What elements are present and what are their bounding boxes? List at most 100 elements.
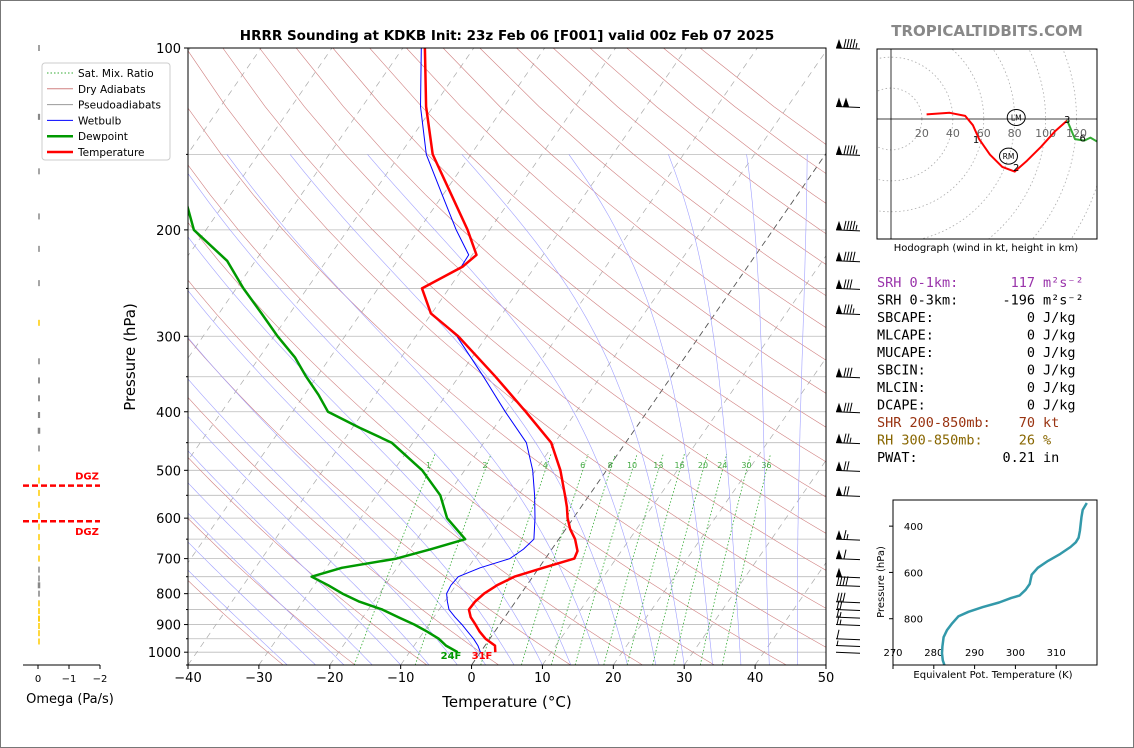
index-row: PWAT: 0.21 in	[877, 450, 1059, 466]
omega-tick-label: −2	[93, 674, 108, 685]
pseudoadiabat-line	[668, 154, 742, 665]
legend-label: Sat. Mix. Ratio	[78, 68, 154, 80]
dgz-label: DGZ	[75, 472, 99, 483]
index-value: 0	[1027, 398, 1035, 414]
legend-label: Wetbulb	[78, 115, 122, 127]
wind-barb	[835, 549, 861, 561]
pseudoadiabat-line	[226, 154, 600, 665]
mixing-ratio-line	[521, 453, 589, 665]
mixing-ratio-line	[480, 453, 552, 665]
isotherm-line	[542, 255, 826, 665]
isotherm-line	[754, 562, 826, 665]
pseudoadiabat-line	[188, 569, 288, 665]
theta-e-x-tick-label: 310	[1047, 648, 1066, 659]
omega-bar	[38, 377, 40, 384]
omega-tick-label: −1	[62, 674, 77, 685]
pseudoadiabat-line	[746, 154, 770, 665]
pseudoadiabat-line	[461, 154, 685, 665]
omega-bar	[37, 427, 41, 434]
omega-bar	[38, 566, 40, 573]
index-value: 0	[1027, 363, 1035, 379]
isotherm-line	[471, 152, 826, 665]
index-row: RH 300-850mb: 26%	[877, 433, 1051, 449]
index-value: 117	[1011, 275, 1035, 291]
temperature-profile-line	[420, 48, 579, 653]
index-unit: J/kg	[1043, 310, 1076, 326]
theta-e-line	[940, 502, 1088, 665]
index-label: MLCIN:	[877, 380, 926, 396]
index-unit: m²s⁻²	[1043, 293, 1084, 309]
wetbulb-profile-line	[420, 48, 536, 653]
isotherm-line	[0, 48, 49, 665]
omega-bar	[38, 523, 40, 530]
skewt-x-tick-label: −30	[245, 671, 272, 686]
wind-barb	[835, 304, 861, 315]
index-row: MLCIN: 0 J/kg	[877, 380, 1076, 396]
index-label: MUCAPE:	[877, 345, 934, 361]
index-unit: kt	[1043, 415, 1059, 431]
omega-bar	[38, 358, 40, 365]
theta-e-y-tick-label: 800	[904, 615, 923, 626]
pseudoadiabat-line	[188, 290, 515, 665]
omega-x-label: Omega (Pa/s)	[26, 692, 114, 707]
dry-adiabat-line	[222, 48, 826, 571]
skewt-y-tick-label: 900	[156, 619, 181, 634]
dry-adiabat-line	[369, 48, 826, 428]
omega-bar	[38, 280, 40, 287]
wind-barb	[835, 629, 861, 641]
skewt-y-tick-label: 300	[156, 330, 181, 345]
dry-adiabat-line	[188, 221, 715, 665]
omega-bar	[38, 213, 40, 220]
legend-label: Dry Adiabats	[78, 84, 146, 96]
skewt-profiles	[188, 48, 579, 654]
isotherm-line	[613, 357, 826, 665]
index-value: 70	[1019, 415, 1035, 431]
skewt-y-tick-label: 400	[156, 406, 181, 421]
wind-barb	[835, 651, 861, 654]
hodograph-height-label: 6	[1080, 134, 1086, 145]
pseudoadiabat-line	[367, 154, 657, 665]
index-unit: in	[1043, 450, 1059, 466]
index-label: MLCAPE:	[877, 328, 934, 344]
skewt-y-tick-label: 200	[156, 224, 181, 239]
skewt-background	[0, 48, 826, 665]
index-value: 0	[1027, 380, 1035, 396]
index-row: DCAPE: 0 J/kg	[877, 398, 1076, 414]
index-row: SRH 0-3km: -196 m²s⁻²	[877, 293, 1084, 309]
storm-motion-marker	[1006, 108, 1026, 126]
skewt-y-label: Pressure (hPa)	[121, 303, 139, 411]
pseudoadiabat-line	[188, 541, 316, 665]
hodograph-grid: 20 40 60 80 100 120	[877, 49, 1097, 239]
omega-bar	[38, 608, 40, 615]
theta-e-x-tick-label: 300	[1006, 648, 1025, 659]
mixing-ratio-line	[550, 453, 616, 665]
dgz-label: DGZ	[75, 527, 99, 538]
skewt-y-tick-label: 800	[156, 588, 181, 603]
theta-e-x-label: Equivalent Pot. Temperature (K)	[913, 670, 1072, 681]
skewt-x-tick-label: 10	[534, 671, 551, 686]
isotherm-line	[188, 48, 545, 564]
skewt-x-tick-label: −40	[174, 671, 201, 686]
pseudoadiabat-line	[188, 236, 543, 665]
mixing-ratio-line	[721, 454, 771, 665]
surface-temperature-label: 31F	[472, 651, 493, 662]
index-unit: J/kg	[1043, 363, 1076, 379]
skewt-x-label: Temperature (°C)	[441, 693, 571, 711]
omega-bar	[38, 512, 40, 519]
dry-adiabat-line	[188, 338, 571, 665]
index-unit: J/kg	[1043, 380, 1076, 396]
pseudoadiabat-line	[796, 154, 808, 665]
omega-bar	[38, 590, 40, 597]
brand-logo-text[interactable]: TROPICALTIDBITS.COM	[891, 22, 1083, 40]
mixing-ratio-label: 30	[741, 461, 751, 470]
omega-panel: DGZ DGZ 0 −1 −2	[23, 45, 107, 685]
skewt-y-tick-label: 1000	[148, 646, 181, 661]
dry-adiabat-line	[259, 48, 826, 534]
omega-bar	[38, 489, 40, 496]
theta-e-frame	[892, 499, 1098, 666]
wind-barb	[835, 145, 861, 156]
dry-adiabat-line	[188, 107, 826, 648]
index-label: RH 300-850mb:	[877, 433, 983, 449]
